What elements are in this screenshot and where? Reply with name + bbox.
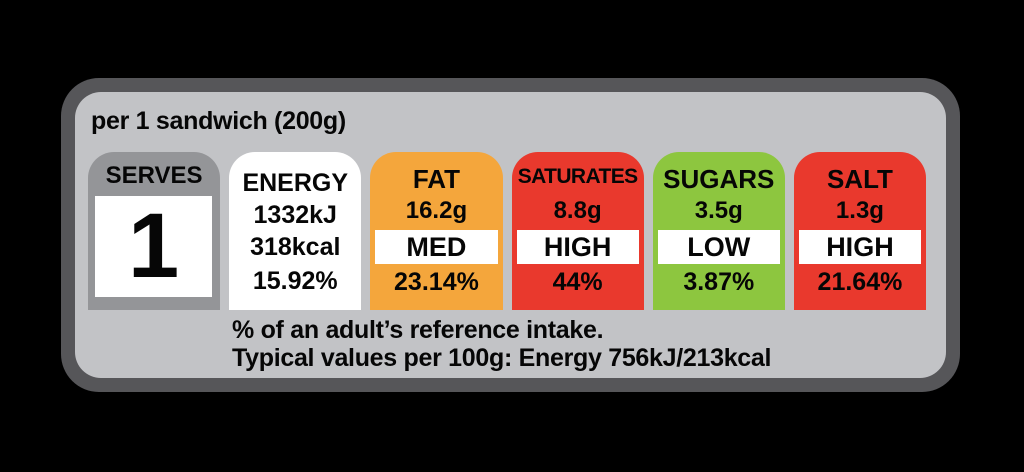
sugars-percent: 3.87% [683, 268, 755, 296]
serves-value: 1 [128, 195, 180, 298]
nutrition-label-panel: per 1 sandwich (200g) SERVES 1 ENERGY 13… [75, 92, 946, 378]
sugars-label: SUGARS [663, 164, 775, 194]
saturates-label: SATURATES [517, 165, 638, 188]
saturates-percent: 44% [552, 268, 603, 296]
salt-box: SALT 1.3g HIGH 21.64% [793, 152, 927, 310]
fat-box: FAT 16.2g MED 23.14% [370, 152, 503, 310]
serves-value-box: 1 [95, 195, 213, 298]
sugars-level-band: LOW [657, 230, 780, 264]
fat-label: FAT [412, 164, 461, 194]
footer-notes: % of an adult’s reference intake. Typica… [232, 316, 771, 372]
saturates-box: SATURATES 8.8g HIGH 44% [511, 152, 644, 310]
sugars-box: SUGARS 3.5g LOW 3.87% [652, 152, 785, 310]
salt-level: HIGH [826, 232, 894, 262]
salt-percent: 21.64% [817, 268, 903, 296]
fat-amount: 16.2g [405, 197, 468, 224]
salt-label: SALT [826, 164, 893, 194]
nutrient-boxes-row: SERVES 1 ENERGY 1332kJ 318kcal 15.92% FA… [88, 152, 927, 310]
saturates-level: HIGH [543, 232, 612, 262]
sugars-level: LOW [687, 232, 751, 262]
fat-level: MED [406, 232, 467, 262]
typical-values-note: Typical values per 100g: Energy 756kJ/21… [232, 344, 772, 372]
salt-amount: 1.3g [835, 197, 884, 224]
fat-percent: 23.14% [394, 268, 479, 296]
energy-kj-value: 1332kJ [253, 201, 337, 229]
serves-label: SERVES [105, 162, 203, 189]
saturates-amount: 8.8g [553, 197, 602, 224]
serves-box: SERVES 1 [88, 152, 221, 310]
energy-percent: 15.92% [252, 267, 338, 295]
portion-header: per 1 sandwich (200g) [91, 107, 346, 135]
sugars-amount: 3.5g [694, 197, 743, 224]
saturates-level-band: HIGH [516, 230, 639, 264]
label-outer-frame: per 1 sandwich (200g) SERVES 1 ENERGY 13… [61, 78, 960, 392]
energy-kcal-value: 318kcal [250, 233, 341, 261]
fat-level-band: MED [375, 230, 498, 264]
energy-label: ENERGY [242, 169, 349, 197]
reference-intake-note: % of an adult’s reference intake. [232, 316, 604, 344]
salt-level-band: HIGH [798, 230, 922, 264]
energy-box: ENERGY 1332kJ 318kcal 15.92% [229, 152, 362, 310]
